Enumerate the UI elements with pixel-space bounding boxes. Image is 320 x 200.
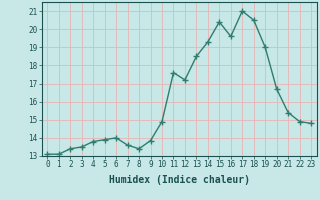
X-axis label: Humidex (Indice chaleur): Humidex (Indice chaleur) xyxy=(109,175,250,185)
